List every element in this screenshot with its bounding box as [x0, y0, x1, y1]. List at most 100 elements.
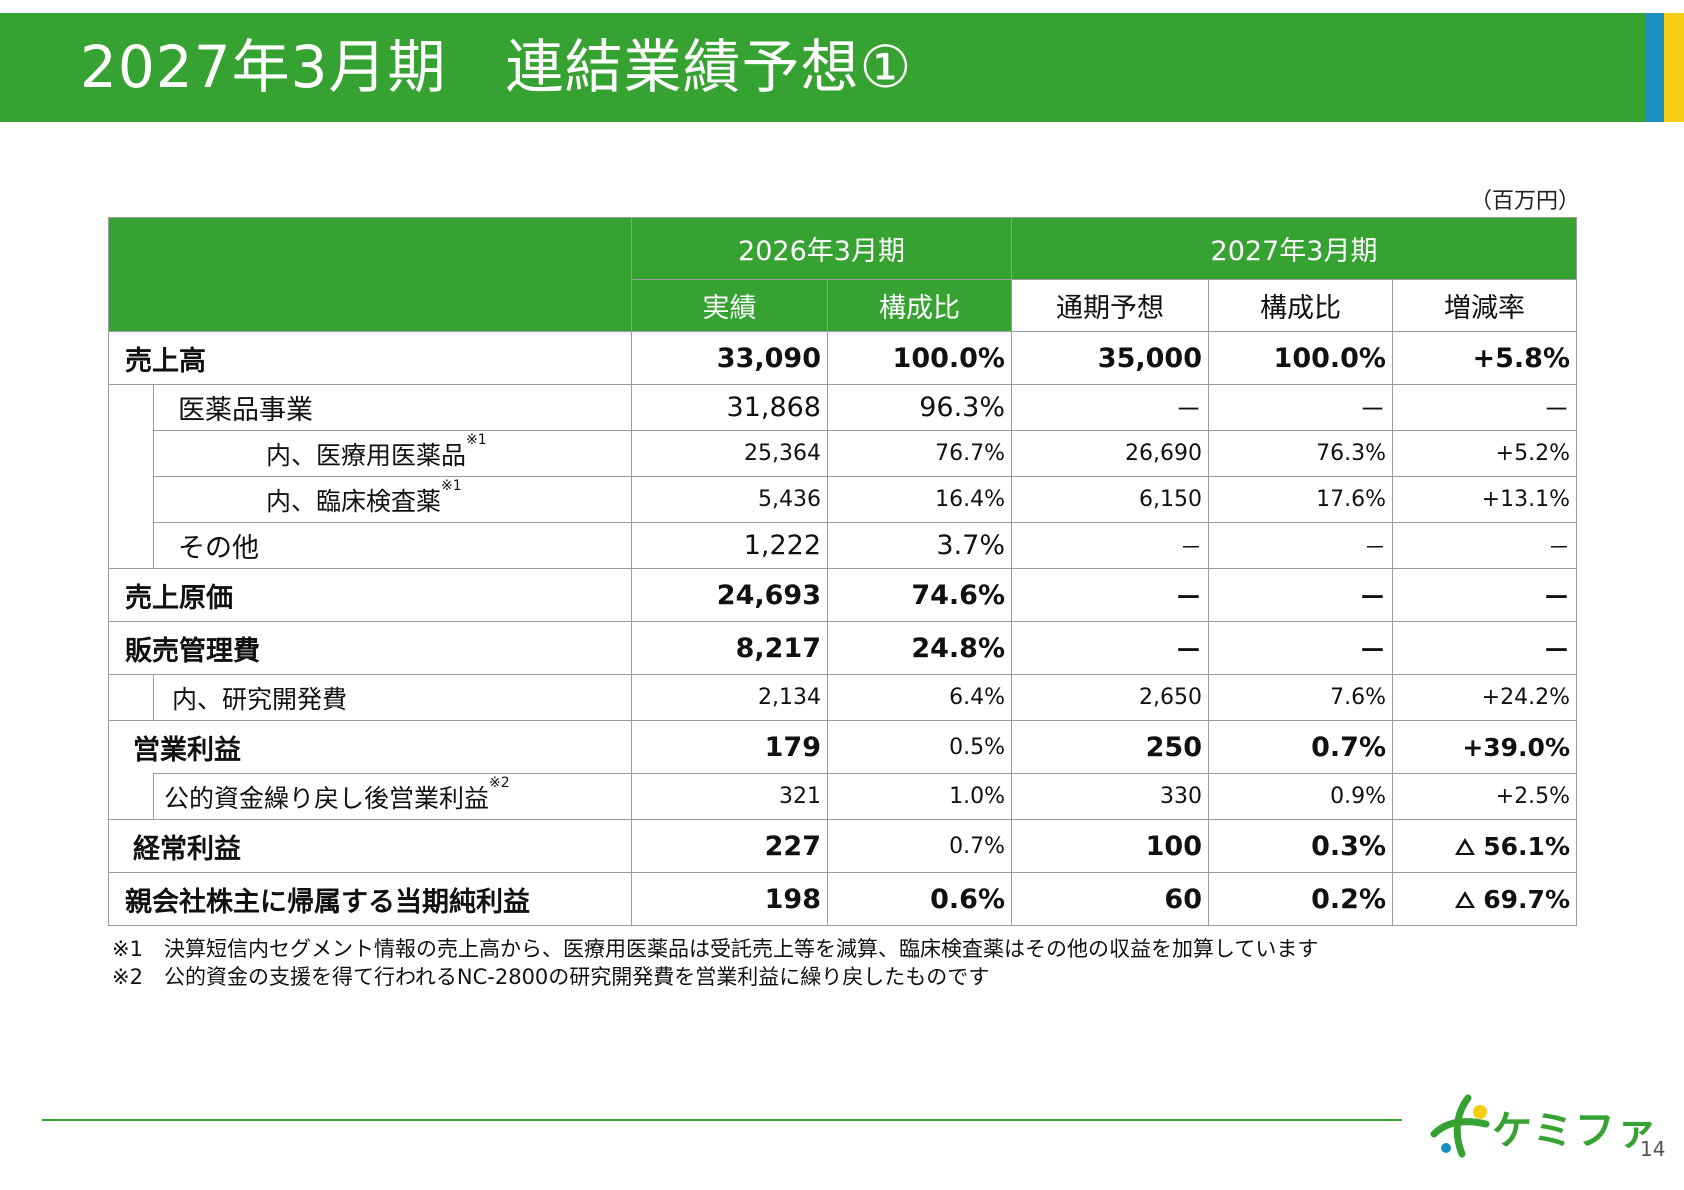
cell-actual: 198: [631, 872, 828, 926]
cell-change: 69.7%: [1392, 872, 1577, 926]
cell-ratio-2026: 100.0%: [827, 331, 1012, 385]
page-title: 2027年3月期 連結業績予想①: [80, 33, 913, 101]
cell-ratio-2026: 0.6%: [827, 872, 1012, 926]
header-actual: 実績: [631, 279, 828, 332]
cell-change: +5.8%: [1392, 331, 1577, 385]
cell-forecast: 330: [1011, 773, 1209, 820]
cell-change: +5.2%: [1392, 430, 1577, 477]
cell-ratio-2027: 7.6%: [1208, 674, 1393, 721]
cell-change: －: [1392, 384, 1577, 431]
cell-ratio-2026: 0.5%: [827, 720, 1012, 774]
cell-ratio-2026: 6.4%: [827, 674, 1012, 721]
cell-change: +13.1%: [1392, 476, 1577, 523]
row-label: 公的資金繰り戻し後営業利益: [164, 783, 490, 813]
accent-stripe-yellow: [1664, 13, 1684, 122]
indent-spacer: [108, 773, 154, 820]
cell-ratio-2026: 24.8%: [827, 621, 1012, 675]
row-label: 親会社株主に帰属する当期純利益: [125, 886, 530, 918]
cell-ratio-2027: 100.0%: [1208, 331, 1393, 385]
header-row-2: 実績 構成比 通期予想 構成比 増減率: [109, 279, 1577, 332]
header-corner: [108, 217, 632, 332]
cell-ratio-2027: 17.6%: [1208, 476, 1393, 523]
table-row: 経常利益 227 0.7% 100 0.3% 56.1%: [108, 819, 1577, 873]
table-row: 内、臨床検査薬※1 5,436 16.4% 6,150 17.6% +13.1%: [109, 476, 1577, 523]
row-label: 内、研究開発費: [172, 684, 348, 714]
cell-forecast: －: [1011, 522, 1209, 569]
footer-divider: [42, 1119, 1402, 1121]
page-number: 14: [1640, 1137, 1666, 1161]
cell-ratio-2026: 3.7%: [827, 522, 1012, 569]
forecast-table: 2026年3月期 2027年3月期 実績 構成比 通期予想 構成比 増減率 売上…: [108, 217, 1577, 926]
cell-ratio-2027: 0.2%: [1208, 872, 1393, 926]
cell-actual: 33,090: [631, 331, 828, 385]
cell-change: +39.0%: [1392, 720, 1577, 774]
cell-actual: 321: [631, 773, 828, 820]
cell-actual: 179: [631, 720, 828, 774]
cell-ratio-2027: 0.3%: [1208, 819, 1393, 873]
cell-change: －: [1392, 568, 1577, 622]
row-label: その他: [178, 533, 259, 564]
cell-ratio-2027: 76.3%: [1208, 430, 1393, 477]
table-row: 内、研究開発費 2,134 6.4% 2,650 7.6% +24.2%: [108, 674, 1577, 721]
table-row: 売上高 33,090 100.0% 35,000 100.0% +5.8%: [108, 331, 1577, 385]
header-row-1: 2026年3月期 2027年3月期: [108, 217, 1577, 332]
footnote-mark: ※1: [466, 431, 487, 448]
header-ratio-2027: 構成比: [1208, 279, 1393, 332]
table-row: 医薬品事業 31,868 96.3% － － －: [108, 384, 1577, 569]
row-label: 経常利益: [133, 833, 241, 865]
triangle-icon: [1454, 890, 1475, 908]
cell-ratio-2027: －: [1208, 384, 1393, 431]
table-row: その他 1,222 3.7% － － －: [109, 522, 1577, 569]
footnote-mark: ※1: [441, 477, 462, 494]
header-group-2027: 2027年3月期: [1011, 217, 1577, 280]
row-label: 売上高: [125, 345, 206, 377]
header-change-rate: 増減率: [1392, 279, 1577, 332]
cell-change: －: [1392, 522, 1577, 569]
cell-forecast: －: [1011, 621, 1209, 675]
header-ratio-2026: 構成比: [827, 279, 1012, 332]
footnote-2: ※2 公的資金の支援を得て行われるNC-2800の研究開発費を営業利益に繰り戻し…: [112, 965, 990, 989]
company-logo-icon: [1430, 1094, 1490, 1158]
cell-actual: 5,436: [631, 476, 828, 523]
indent-spacer: [108, 674, 154, 721]
cell-actual: 31,868: [631, 384, 828, 431]
row-label: 売上原価: [125, 582, 233, 614]
footnote-1: ※1 決算短信内セグメント情報の売上高から、医療用医薬品は受託売上等を減算、臨床…: [112, 937, 1319, 961]
cell-ratio-2026: 76.7%: [827, 430, 1012, 477]
change-value: 56.1%: [1483, 831, 1570, 861]
cell-ratio-2026: 96.3%: [827, 384, 1012, 431]
cell-change: +2.5%: [1392, 773, 1577, 820]
table-row: 親会社株主に帰属する当期純利益 198 0.6% 60 0.2% 69.7%: [108, 872, 1577, 926]
cell-actual: 2,134: [631, 674, 828, 721]
indent-spacer: [108, 384, 154, 569]
cell-ratio-2026: 1.0%: [827, 773, 1012, 820]
cell-change: 56.1%: [1392, 819, 1577, 873]
title-bar: 2027年3月期 連結業績予想①: [0, 13, 1684, 122]
cell-forecast: －: [1011, 568, 1209, 622]
cell-ratio-2026: 16.4%: [827, 476, 1012, 523]
cell-actual: 24,693: [631, 568, 828, 622]
cell-ratio-2027: 0.9%: [1208, 773, 1393, 820]
logo-text: ケミファ: [1492, 1108, 1659, 1154]
cell-ratio-2026: 0.7%: [827, 819, 1012, 873]
cell-forecast: 100: [1011, 819, 1209, 873]
cell-actual: 25,364: [631, 430, 828, 477]
cell-change: +24.2%: [1392, 674, 1577, 721]
footnote-mark: ※2: [489, 774, 510, 791]
table-row: 公的資金繰り戻し後営業利益※2 321 1.0% 330 0.9% +2.5%: [108, 773, 1577, 820]
header-forecast: 通期予想: [1011, 279, 1209, 332]
row-label: 医薬品事業: [178, 395, 313, 426]
cell-ratio-2027: 0.7%: [1208, 720, 1393, 774]
header-group-2026: 2026年3月期: [631, 217, 1012, 280]
cell-forecast: 6,150: [1011, 476, 1209, 523]
row-label: 内、臨床検査薬: [266, 486, 442, 516]
change-value: 69.7%: [1483, 884, 1570, 914]
cell-forecast: 2,650: [1011, 674, 1209, 721]
table-row: 販売管理費 8,217 24.8% － － －: [108, 621, 1577, 675]
cell-change: －: [1392, 621, 1577, 675]
row-label: 内、医療用医薬品: [266, 440, 467, 470]
table-row: 売上原価 24,693 74.6% － － －: [108, 568, 1577, 622]
unit-label: （百万円）: [1470, 189, 1581, 214]
cell-actual: 227: [631, 819, 828, 873]
cell-ratio-2027: －: [1208, 568, 1393, 622]
